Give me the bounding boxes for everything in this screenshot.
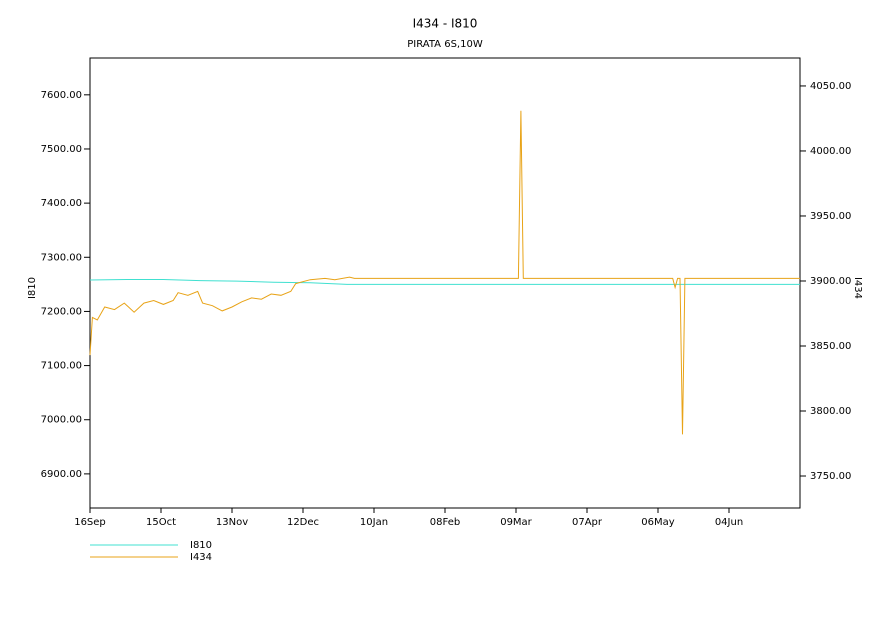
y-axis-label: I810: [27, 277, 38, 299]
x-tick-label: 06May: [641, 517, 674, 528]
x-tick-label: 13Nov: [216, 517, 248, 528]
y-tick-label: 7400.00: [41, 198, 82, 209]
y2-tick-label: 3900.00: [810, 276, 851, 287]
y2-tick-label: 4000.00: [810, 146, 851, 157]
y-tick-label: 7000.00: [41, 415, 82, 426]
x-tick-label: 10Jan: [360, 517, 388, 528]
y2-tick-label: 3750.00: [810, 471, 851, 482]
x-tick-label: 12Dec: [287, 517, 319, 528]
y-tick-label: 7600.00: [41, 90, 82, 101]
x-tick-label: 15Oct: [146, 517, 176, 528]
series-line: [89, 110, 800, 435]
y-tick-label: 7100.00: [41, 361, 82, 372]
y2-tick-label: 3950.00: [810, 211, 851, 222]
y2-tick-label: 3800.00: [810, 406, 851, 417]
series-line: [89, 279, 800, 285]
chart-title: I434 - I810: [413, 17, 478, 31]
x-tick-label: 09Mar: [500, 517, 532, 528]
legend-label: I810: [190, 540, 212, 551]
legend-label: I434: [190, 552, 212, 563]
y2-tick-label: 4050.00: [810, 81, 851, 92]
y2-axis-label: I434: [852, 277, 863, 299]
x-tick-label: 04Jun: [715, 517, 743, 528]
chart-subtitle: PIRATA 6S,10W: [407, 39, 483, 50]
plot-frame: [89, 57, 801, 509]
x-tick-label: 08Feb: [430, 517, 460, 528]
x-tick-label: 07Apr: [572, 517, 603, 528]
y2-tick-label: 3850.00: [810, 341, 851, 352]
y-tick-label: 7200.00: [41, 306, 82, 317]
x-tick-label: 16Sep: [74, 517, 106, 528]
y-tick-label: 7500.00: [41, 144, 82, 155]
y-tick-label: 7300.00: [41, 252, 82, 263]
y-tick-label: 6900.00: [41, 469, 82, 480]
